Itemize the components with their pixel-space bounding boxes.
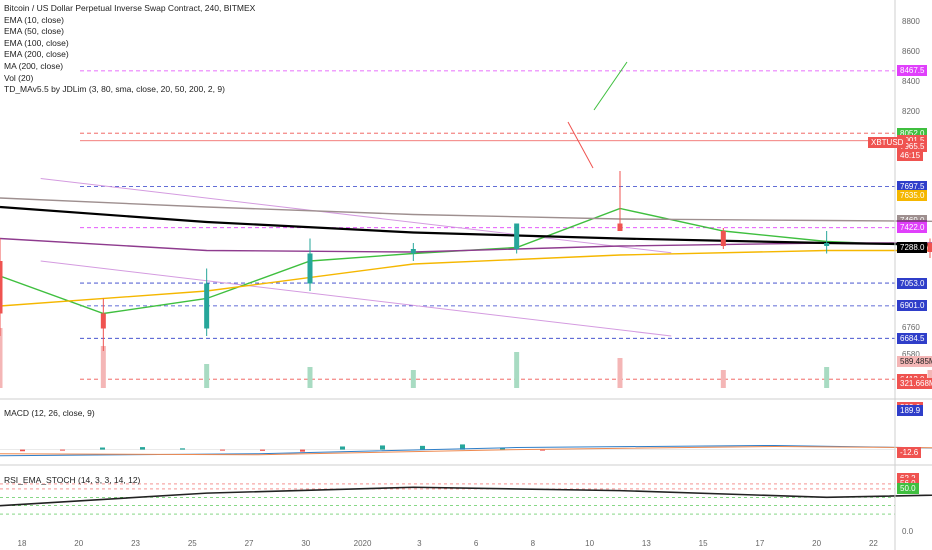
rsi-label: RSI_EMA_STOCH (14, 3, 3, 14, 12) — [4, 475, 141, 485]
candle-body — [514, 223, 520, 249]
price-tag: 7635.0 — [897, 190, 928, 202]
x-tick-label: 18 — [18, 539, 27, 548]
projection-down-arrow — [567, 121, 594, 169]
macd-histogram-bar — [540, 449, 545, 451]
series-ma200 — [0, 197, 932, 222]
price-tag: 46:15 — [897, 149, 924, 161]
candle-body — [617, 223, 623, 231]
macd-histogram-bar — [340, 446, 345, 450]
macd-histogram-bar — [220, 449, 225, 451]
volume-bar — [204, 364, 210, 388]
x-tick-label: 27 — [245, 539, 254, 548]
series-ema200 — [0, 205, 932, 246]
macd-histogram-bar — [140, 447, 145, 450]
volume-bar — [0, 328, 3, 388]
x-tick-label: 8 — [531, 539, 536, 548]
x-tick-label: 2020 — [354, 539, 372, 548]
legend-ema100: EMA (100, close) — [4, 37, 69, 48]
series-ema10 — [0, 207, 932, 315]
x-tick-label: 25 — [188, 539, 197, 548]
legend-vol: Vol (20) — [4, 72, 34, 83]
price-tick-label: 8200 — [902, 107, 920, 116]
macd-histogram-bar — [420, 445, 425, 450]
candle-body — [410, 249, 416, 254]
series-ema100 — [0, 237, 932, 253]
volume-bar — [720, 370, 726, 388]
price-tag: 7288.0 — [897, 242, 928, 254]
candle-body — [824, 243, 830, 246]
series-ema50 — [0, 249, 932, 307]
macd-histogram-bar — [20, 449, 25, 452]
x-tick-label: 22 — [869, 539, 878, 548]
series-macd — [0, 444, 932, 457]
x-tick-label: 15 — [699, 539, 708, 548]
macd-histogram-bar — [460, 444, 465, 450]
price-tick-label: 8600 — [902, 47, 920, 56]
x-tick-label: 6 — [474, 539, 479, 548]
price-tick-label: 6760 — [902, 323, 920, 332]
volume-bar — [617, 358, 623, 388]
legend-ema10: EMA (10, close) — [4, 14, 64, 25]
volume-bar — [100, 346, 106, 388]
x-tick-label: 20 — [74, 539, 83, 548]
rsi-tick-label: 0.0 — [902, 527, 914, 536]
x-tick-label: 10 — [585, 539, 594, 548]
volume-bar — [824, 367, 830, 388]
price-tick-label: 8800 — [902, 17, 920, 26]
series-signal — [0, 445, 932, 456]
candle-body — [100, 313, 106, 329]
price-tag: 7422.0 — [897, 222, 928, 234]
symbol-tag: XBTUSD — [868, 137, 907, 148]
candle-body — [720, 231, 726, 246]
macd-label: MACD (12, 26, close, 9) — [4, 408, 95, 418]
candle-body — [307, 253, 313, 284]
rsi-tag: 50.0 — [897, 483, 919, 495]
x-tick-label: 17 — [755, 539, 764, 548]
price-tag: 6684.5 — [897, 332, 928, 344]
macd-histogram-bar — [300, 449, 305, 452]
volume-tag: 321.668M — [897, 378, 932, 389]
macd-histogram-bar — [500, 447, 505, 450]
volume-bar — [514, 352, 520, 388]
macd-tag: -12.6 — [897, 446, 922, 458]
macd-histogram-bar — [260, 449, 265, 451]
macd-histogram-bar — [60, 449, 65, 451]
legend-td: TD_MAv5.5 by JDLim (3, 80, sma, close, 2… — [4, 84, 225, 95]
macd-tag: 189.9 — [897, 404, 924, 416]
price-tick-label: 6580 — [902, 350, 920, 359]
legend-ma200: MA (200, close) — [4, 60, 64, 71]
legend-title: Bitcoin / US Dollar Perpetual Inverse Sw… — [4, 3, 256, 13]
price-tag: 7053.0 — [897, 277, 928, 289]
macd-histogram-bar — [380, 445, 385, 450]
volume-bar — [307, 367, 313, 388]
x-tick-label: 23 — [131, 539, 140, 548]
channel-line — [40, 178, 672, 254]
x-tick-label: 30 — [301, 539, 310, 548]
x-tick-label: 3 — [417, 539, 422, 548]
x-tick-label: 13 — [642, 539, 651, 548]
macd-histogram-bar — [180, 448, 185, 450]
candle-body — [927, 243, 932, 252]
macd-histogram-bar — [100, 447, 105, 450]
price-tag: 8052.0 — [897, 127, 928, 139]
price-tag: 7697.5 — [897, 180, 928, 192]
legend-ema200: EMA (200, close) — [4, 49, 69, 60]
price-tick-label: 8400 — [902, 77, 920, 86]
channel-line — [40, 260, 672, 337]
volume-bar — [410, 370, 416, 388]
volume-tag: 589.485M — [897, 356, 932, 367]
price-tag: 6901.0 — [897, 300, 928, 312]
price-tag: 8467.5 — [897, 65, 928, 77]
projection-up-arrow — [593, 61, 628, 111]
x-tick-label: 20 — [812, 539, 821, 548]
candle-body — [204, 283, 210, 329]
series-rsi — [0, 486, 932, 507]
legend-ema50: EMA (50, close) — [4, 26, 64, 37]
candle-body — [0, 261, 3, 314]
price-tag: 7965.5 — [897, 140, 928, 152]
chart-legend: Bitcoin / US Dollar Perpetual Inverse Sw… — [4, 3, 255, 96]
